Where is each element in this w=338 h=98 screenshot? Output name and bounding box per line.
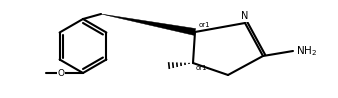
Polygon shape <box>101 14 196 35</box>
Text: or1: or1 <box>199 22 211 28</box>
Text: NH$_2$: NH$_2$ <box>296 44 317 58</box>
Text: or1: or1 <box>196 65 208 71</box>
Text: N: N <box>241 11 249 21</box>
Text: O: O <box>57 69 65 78</box>
